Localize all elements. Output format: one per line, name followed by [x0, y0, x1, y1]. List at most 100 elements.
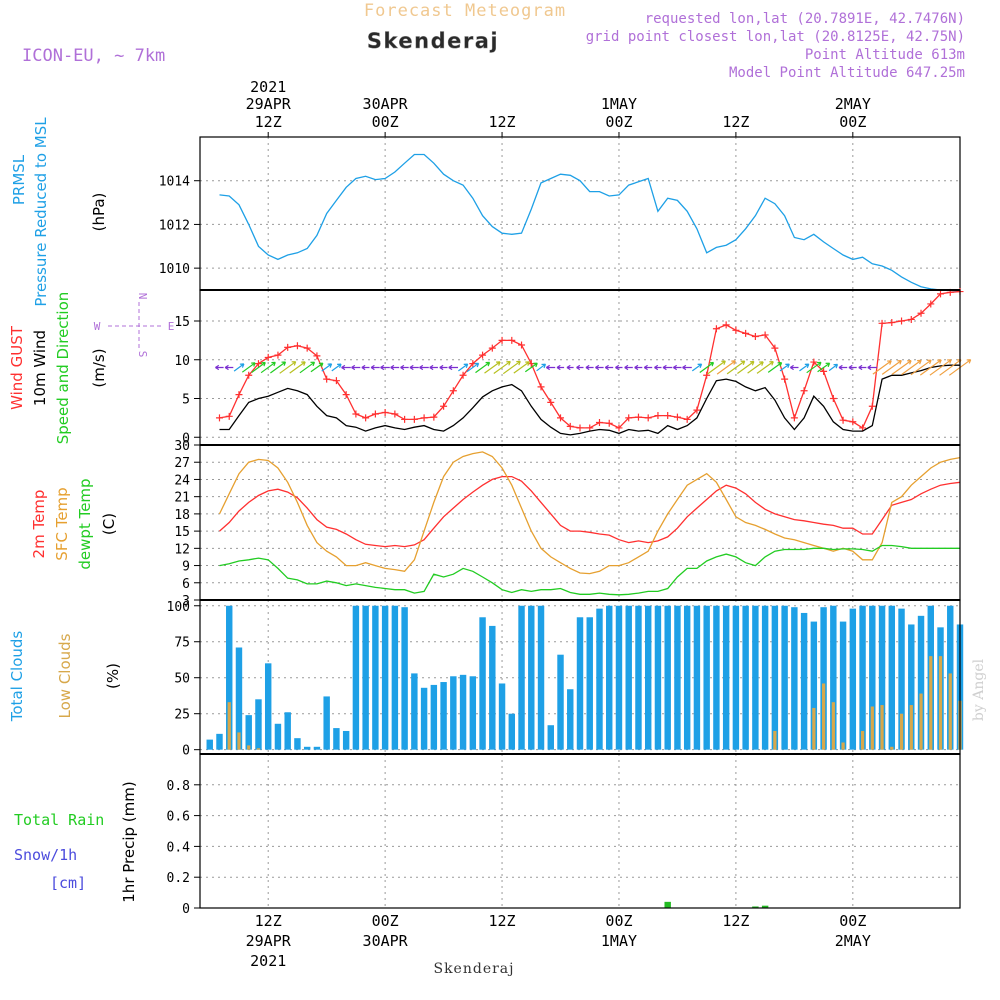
line-sfc-temp: [218, 451, 961, 575]
gust-marker: [878, 319, 886, 327]
wind-arrow: [390, 364, 400, 371]
bar: [323, 696, 330, 750]
ytick-label: 1014: [159, 175, 190, 190]
wind-arrow: [838, 364, 848, 371]
bar: [713, 605, 720, 750]
bar: [908, 624, 915, 750]
wind-arrow: [779, 363, 790, 372]
bottom-time-label: 1MAY: [601, 932, 637, 950]
bar: [860, 730, 865, 750]
bar: [596, 608, 603, 750]
gust-marker: [703, 371, 711, 379]
compass-north: N: [136, 293, 149, 300]
wind-arrow: [493, 360, 511, 374]
gust-marker: [284, 343, 292, 351]
bar: [781, 605, 788, 750]
bar: [237, 732, 241, 750]
ytick-label: 0.4: [167, 840, 191, 855]
gust-marker: [654, 412, 662, 420]
bar: [791, 607, 798, 750]
gust-marker: [215, 414, 223, 422]
top-time-label: 2021: [250, 78, 286, 96]
top-time-label: 00Z: [372, 113, 399, 131]
bar: [508, 713, 516, 750]
gust-marker: [342, 391, 350, 399]
ytick-label: 5: [182, 393, 190, 408]
wind-arrow: [919, 359, 942, 376]
top-time-label: 30APR: [363, 95, 409, 113]
panel-precip-plot: 0 0.2 0.4 0.6 0.8: [167, 753, 961, 917]
gust-marker: [625, 414, 633, 422]
wind-arrow: [299, 361, 316, 374]
bar: [313, 746, 321, 750]
bar: [683, 605, 691, 750]
bar: [518, 605, 525, 750]
point-altitude: Point Altitude 613m: [805, 47, 965, 63]
gust-marker: [917, 309, 925, 317]
gust-marker: [595, 419, 603, 427]
rain-legend: Total Rain: [14, 811, 104, 829]
gust-marker: [907, 315, 915, 323]
gust-marker: [820, 367, 828, 375]
gust-marker: [927, 300, 935, 308]
precip-panel: Total Rain Snow/1h [cm] 1hr Precip (mm): [14, 781, 138, 902]
gust-marker: [274, 351, 282, 359]
ytick-label: 15: [174, 525, 190, 540]
wind-arrow: [545, 364, 556, 371]
bar: [567, 689, 574, 750]
bar: [576, 617, 584, 750]
temp-unit: (C): [100, 513, 118, 535]
wind-arrow: [270, 361, 287, 374]
requested-coordinates: requested lon,lat (20.7891E, 42.7476N): [645, 11, 965, 27]
ytick-label: 1012: [159, 218, 190, 233]
bar: [752, 605, 759, 750]
bar: [664, 901, 671, 908]
ytick-label: 0: [182, 744, 190, 759]
wind-arrow: [251, 361, 266, 373]
bottom-time-label: 2021: [250, 952, 286, 970]
ytick-label: 0: [182, 431, 190, 446]
ytick-label: 24: [174, 473, 190, 488]
bar: [294, 738, 301, 750]
gust-marker: [440, 402, 448, 410]
bar: [773, 730, 777, 750]
bar: [362, 605, 369, 750]
wind-arrow: [604, 364, 614, 371]
gust-marker: [245, 371, 253, 379]
series-low-clouds: [227, 656, 962, 750]
wind-arrow: [566, 364, 574, 371]
wind-direction-label: Speed and Direction: [54, 292, 72, 445]
top-time-label: 00Z: [839, 113, 866, 131]
gust-marker: [323, 375, 331, 383]
panel-frame: [199, 136, 961, 291]
clouds-panel: Total Clouds Low Clouds (%): [8, 631, 122, 723]
gust-marker: [839, 416, 847, 424]
bar: [654, 605, 662, 750]
wind-arrow: [310, 362, 324, 373]
gust-marker: [712, 325, 720, 333]
bar: [820, 607, 827, 750]
temp-2m-label: 2m Temp: [30, 490, 48, 559]
gust-marker: [508, 336, 516, 344]
wind-arrow: [699, 361, 715, 373]
gust-marker: [790, 414, 798, 422]
wind-arrow: [682, 364, 692, 371]
ytick-label: 27: [174, 456, 190, 471]
bar: [812, 707, 816, 750]
bottom-time-label: 00Z: [839, 912, 866, 930]
temp-dewpt-label: dewpt Temp: [76, 478, 94, 569]
wind-arrow: [289, 361, 306, 374]
gust-marker: [479, 351, 487, 359]
wind-direction-arrows: [215, 359, 972, 376]
ytick-label: 18: [174, 508, 190, 523]
bar: [899, 713, 904, 750]
bar: [909, 705, 913, 750]
clouds-unit: (%): [104, 663, 122, 689]
wind-arrow: [867, 364, 877, 371]
wind-arrow: [615, 364, 623, 371]
wind-arrow: [767, 362, 783, 373]
gust-marker: [859, 424, 867, 432]
wind-arrow: [576, 364, 584, 371]
bar: [664, 605, 671, 750]
